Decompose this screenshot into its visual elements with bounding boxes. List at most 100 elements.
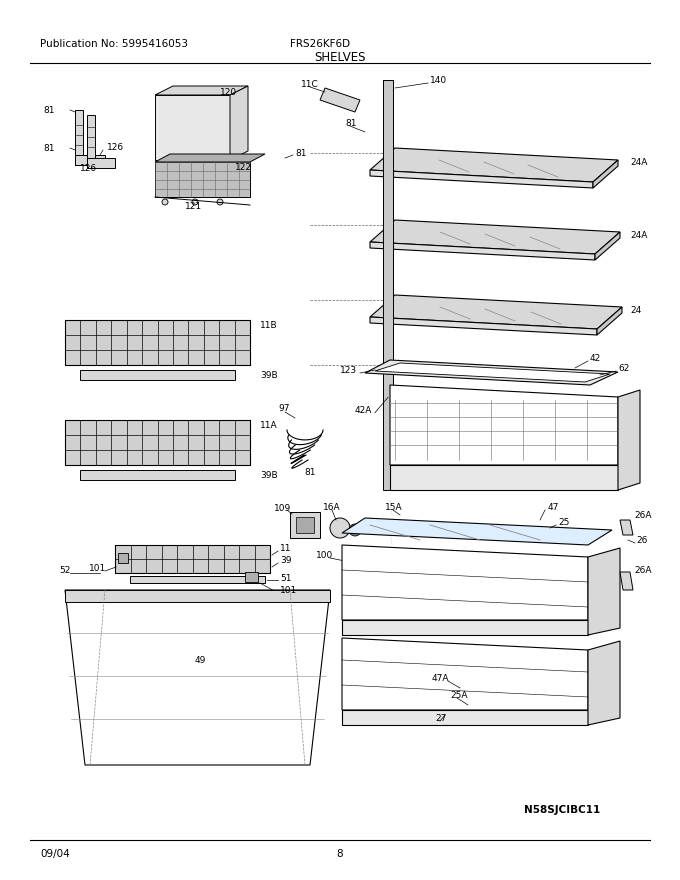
Text: 140: 140 — [430, 76, 447, 84]
Text: 26A: 26A — [634, 566, 651, 575]
Text: 126: 126 — [80, 164, 97, 172]
Polygon shape — [620, 572, 633, 590]
Text: 11C: 11C — [301, 79, 319, 89]
Polygon shape — [65, 590, 330, 765]
Polygon shape — [342, 518, 612, 545]
Polygon shape — [245, 572, 258, 582]
Text: 81: 81 — [44, 106, 55, 114]
Text: 25: 25 — [558, 517, 569, 526]
Text: 100: 100 — [316, 551, 333, 560]
Text: 24A: 24A — [630, 231, 647, 239]
Text: 62: 62 — [618, 363, 630, 372]
Polygon shape — [370, 317, 597, 335]
Polygon shape — [130, 576, 265, 583]
Polygon shape — [370, 148, 618, 182]
Text: 11B: 11B — [260, 320, 277, 329]
Text: 49: 49 — [194, 656, 205, 664]
Text: 120: 120 — [220, 87, 237, 97]
Polygon shape — [383, 80, 393, 490]
Polygon shape — [80, 470, 235, 480]
Circle shape — [192, 199, 198, 205]
Text: 81: 81 — [44, 143, 55, 152]
Polygon shape — [342, 638, 588, 710]
Text: 8: 8 — [337, 849, 343, 859]
Polygon shape — [87, 158, 115, 168]
Text: 51: 51 — [280, 574, 292, 583]
Polygon shape — [80, 370, 235, 380]
Text: 42A: 42A — [355, 406, 373, 414]
Text: 24: 24 — [630, 305, 641, 314]
Text: 42: 42 — [590, 354, 601, 363]
Polygon shape — [370, 170, 593, 188]
Polygon shape — [155, 86, 248, 95]
Polygon shape — [115, 545, 270, 573]
Polygon shape — [65, 420, 250, 465]
Polygon shape — [618, 390, 640, 490]
Polygon shape — [370, 242, 595, 260]
Text: 39B: 39B — [260, 471, 277, 480]
Polygon shape — [375, 363, 610, 382]
Polygon shape — [620, 520, 633, 535]
Text: 109: 109 — [274, 503, 292, 512]
Text: 101: 101 — [280, 585, 297, 595]
Text: 25A: 25A — [450, 691, 467, 700]
Polygon shape — [290, 512, 320, 538]
Circle shape — [330, 518, 350, 538]
Text: 24A: 24A — [630, 158, 647, 166]
Text: SHELVES: SHELVES — [314, 50, 366, 63]
Text: 123: 123 — [340, 365, 357, 375]
Polygon shape — [342, 545, 588, 620]
Polygon shape — [593, 160, 618, 188]
Text: FRS26KF6D: FRS26KF6D — [290, 39, 350, 49]
Polygon shape — [588, 548, 620, 635]
Text: 39: 39 — [280, 555, 292, 564]
Polygon shape — [75, 155, 105, 165]
Text: 11A: 11A — [260, 421, 277, 429]
Polygon shape — [390, 465, 618, 490]
Polygon shape — [118, 553, 128, 563]
Text: 81: 81 — [345, 119, 356, 128]
Polygon shape — [87, 115, 95, 168]
Polygon shape — [320, 88, 360, 112]
Text: Publication No: 5995416053: Publication No: 5995416053 — [40, 39, 188, 49]
Text: N58SJCIBC11: N58SJCIBC11 — [524, 805, 600, 815]
Circle shape — [162, 199, 168, 205]
Polygon shape — [390, 385, 618, 465]
Polygon shape — [65, 320, 250, 365]
Polygon shape — [296, 517, 314, 533]
Circle shape — [217, 199, 223, 205]
Text: 101: 101 — [89, 563, 107, 573]
Polygon shape — [342, 620, 588, 635]
Text: 27: 27 — [435, 714, 446, 722]
Text: 97: 97 — [278, 404, 290, 413]
Polygon shape — [370, 220, 620, 254]
Text: 126: 126 — [107, 143, 124, 151]
Polygon shape — [588, 641, 620, 725]
Polygon shape — [370, 295, 622, 329]
Polygon shape — [155, 162, 250, 197]
Text: 26A: 26A — [634, 510, 651, 519]
Polygon shape — [230, 86, 248, 160]
Polygon shape — [383, 80, 393, 480]
Circle shape — [349, 524, 361, 536]
Polygon shape — [155, 154, 265, 162]
Text: 26: 26 — [636, 536, 647, 545]
Text: 16A: 16A — [323, 502, 341, 511]
Text: 121: 121 — [185, 202, 202, 210]
Polygon shape — [75, 110, 83, 165]
Text: 39B: 39B — [260, 370, 277, 379]
Text: 11: 11 — [280, 544, 292, 553]
Polygon shape — [65, 590, 330, 602]
Text: 15A: 15A — [385, 502, 403, 511]
Text: 47A: 47A — [432, 673, 449, 683]
Polygon shape — [365, 360, 618, 385]
Text: 52: 52 — [59, 566, 71, 575]
Text: 09/04: 09/04 — [40, 849, 70, 859]
Polygon shape — [595, 232, 620, 260]
Text: 47: 47 — [548, 502, 560, 511]
Polygon shape — [597, 307, 622, 335]
Text: 122: 122 — [235, 163, 252, 172]
Polygon shape — [155, 95, 230, 160]
Text: 81: 81 — [295, 149, 307, 158]
Polygon shape — [342, 710, 588, 725]
